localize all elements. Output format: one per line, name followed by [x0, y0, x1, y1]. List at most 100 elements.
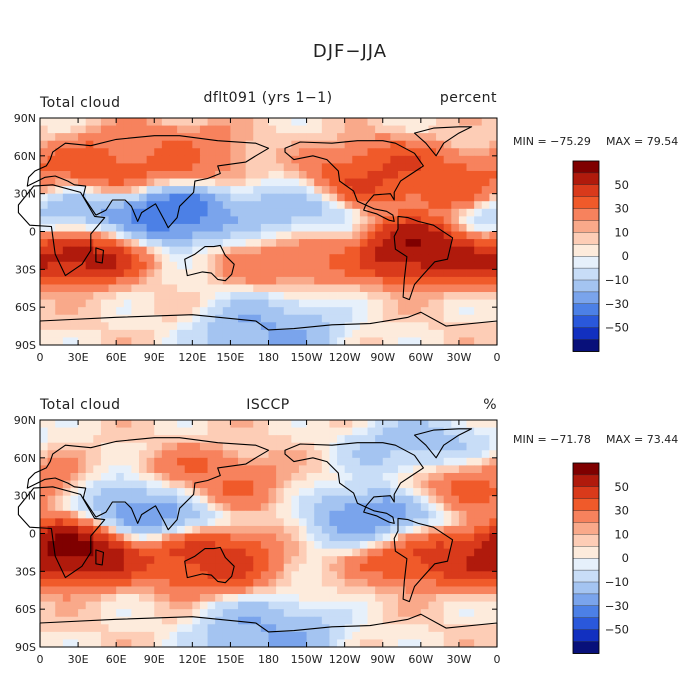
field-cell — [382, 118, 391, 126]
field-cell — [413, 488, 422, 497]
field-cell — [108, 480, 117, 489]
field-cell — [177, 495, 186, 504]
field-cell — [413, 548, 422, 557]
field-cell — [161, 533, 170, 542]
field-cell — [436, 525, 445, 534]
field-cell — [108, 269, 117, 278]
field-cell — [154, 472, 163, 481]
field-cell — [283, 140, 292, 149]
field-cell — [344, 155, 353, 164]
field-cell — [413, 178, 422, 187]
field-cell — [70, 292, 79, 300]
field-cell — [283, 609, 292, 618]
field-cell — [397, 148, 406, 157]
field-cell — [116, 223, 125, 232]
field-cell — [337, 563, 346, 572]
field-cell — [466, 140, 475, 149]
field-cell — [352, 239, 361, 248]
field-cell — [154, 201, 163, 210]
field-cell — [85, 155, 94, 164]
field-cell — [291, 223, 300, 232]
field-cell — [291, 140, 300, 149]
field-cell — [238, 488, 247, 497]
field-cell — [283, 525, 292, 534]
field-cell — [306, 435, 315, 444]
field-cell — [489, 269, 498, 278]
field-cell — [367, 322, 376, 331]
field-cell — [93, 594, 102, 602]
field-cell — [420, 639, 429, 648]
field-cell — [321, 201, 330, 210]
field-cell — [108, 450, 117, 459]
field-cell — [139, 231, 148, 240]
field-cell — [458, 276, 467, 285]
field-cell — [238, 155, 247, 164]
field-cell — [489, 140, 498, 149]
field-cell — [413, 563, 422, 572]
field-cell — [291, 201, 300, 210]
field-cell — [146, 457, 155, 466]
field-cell — [291, 586, 300, 595]
field-cell — [268, 337, 277, 346]
field-cell — [245, 586, 254, 595]
field-cell — [123, 231, 132, 240]
field-cell — [85, 450, 94, 459]
field-cell — [199, 639, 208, 648]
field-cell — [238, 337, 247, 346]
field-cell — [352, 201, 361, 210]
field-cell — [215, 178, 224, 187]
field-cell — [139, 246, 148, 255]
field-cell — [154, 329, 163, 338]
field-cell — [70, 299, 79, 308]
field-cell — [230, 624, 239, 633]
field-cell — [55, 503, 64, 512]
field-cell — [230, 472, 239, 481]
field-cell — [184, 276, 193, 285]
field-cell — [306, 246, 315, 255]
field-cell — [100, 639, 109, 648]
field-cell — [116, 427, 125, 436]
field-cell — [85, 548, 94, 557]
field-cell — [131, 510, 140, 519]
field-cell — [184, 450, 193, 459]
field-cell — [131, 495, 140, 504]
field-cell — [420, 472, 429, 481]
field-cell — [215, 488, 224, 497]
field-cell — [291, 420, 300, 428]
field-cell — [382, 314, 391, 323]
field-cell — [207, 163, 216, 172]
field-cell — [405, 420, 414, 428]
field-cell — [375, 140, 384, 149]
field-cell — [131, 223, 140, 232]
field-cell — [451, 186, 460, 195]
field-cell — [298, 307, 307, 316]
field-cell — [276, 337, 285, 346]
field-cell — [85, 148, 94, 157]
field-cell — [474, 193, 483, 202]
field-cell — [344, 442, 353, 451]
field-cell — [337, 322, 346, 331]
field-cell — [276, 541, 285, 550]
field-cell — [268, 314, 277, 323]
field-cell — [428, 292, 437, 300]
field-cell — [306, 133, 315, 142]
field-cell — [230, 223, 239, 232]
field-cell — [230, 480, 239, 489]
field-cell — [123, 133, 132, 142]
field-cell — [413, 148, 422, 157]
field-cell — [177, 548, 186, 557]
field-cell — [306, 276, 315, 285]
field-cell — [40, 314, 49, 323]
field-cell — [443, 269, 452, 278]
field-cell — [420, 427, 429, 436]
field-cell — [253, 148, 262, 157]
field-cell — [177, 472, 186, 481]
field-cell — [397, 518, 406, 527]
field-cell — [62, 314, 71, 323]
field-cell — [123, 631, 132, 640]
field-cell — [78, 510, 87, 519]
field-cell — [458, 457, 467, 466]
field-cell — [238, 450, 247, 459]
field-cell — [375, 216, 384, 225]
field-cell — [222, 435, 231, 444]
